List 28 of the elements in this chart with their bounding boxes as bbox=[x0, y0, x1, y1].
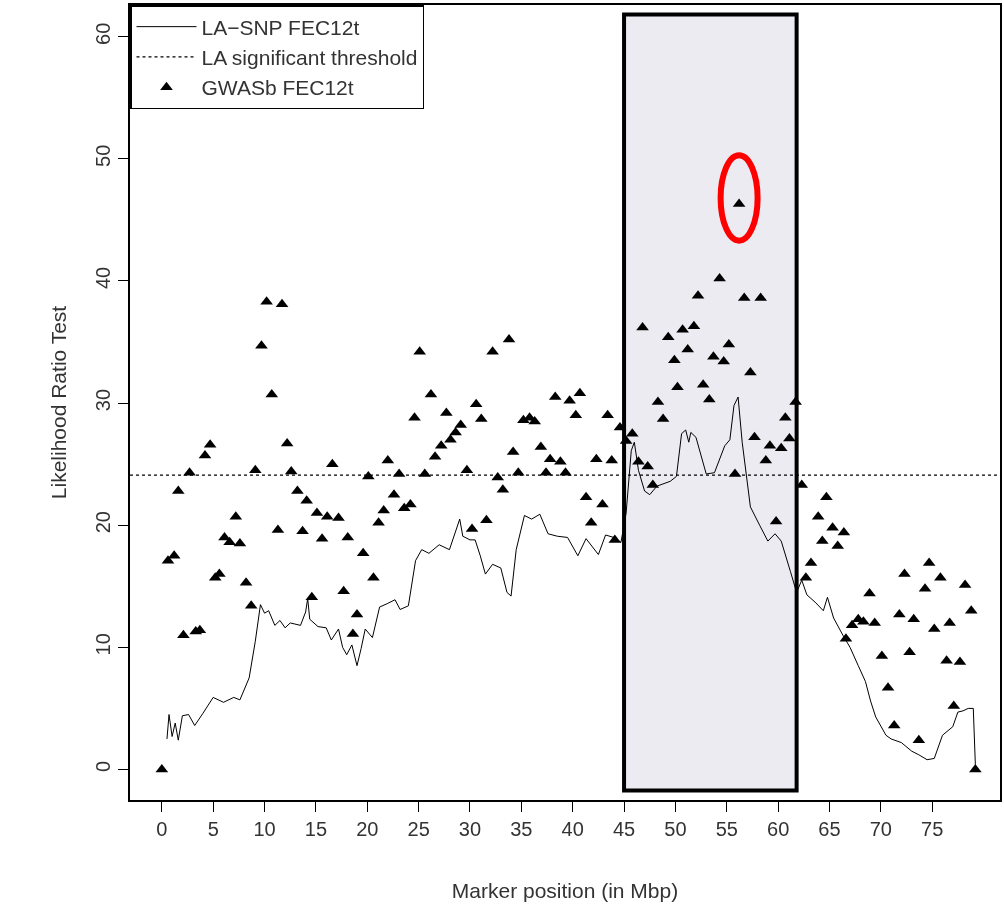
x-axis-title: Marker position (in Mbp) bbox=[451, 879, 679, 903]
y-tick-label: 0 bbox=[92, 760, 115, 773]
x-tick-label: 25 bbox=[407, 817, 430, 840]
x-tick-label: 35 bbox=[510, 817, 533, 840]
x-tick-label: 60 bbox=[767, 817, 790, 840]
y-tick-label: 10 bbox=[92, 633, 115, 656]
y-tick-label: 20 bbox=[92, 511, 115, 534]
x-tick-label: 65 bbox=[818, 817, 841, 840]
legend-label: LA−SNP FEC12t bbox=[201, 15, 360, 39]
x-tick-label: 45 bbox=[612, 817, 636, 840]
x-tick-label: 75 bbox=[921, 817, 944, 840]
x-tick-label: 0 bbox=[156, 817, 168, 840]
x-tick-label: 30 bbox=[458, 817, 482, 840]
y-tick-label: 40 bbox=[92, 266, 115, 290]
x-tick-label: 5 bbox=[207, 817, 219, 840]
x-tick-label: 10 bbox=[253, 817, 276, 840]
x-tick-label: 20 bbox=[356, 817, 379, 840]
y-axis-title: Likelihood Ratio Test bbox=[46, 305, 70, 500]
y-tick-label: 30 bbox=[92, 388, 115, 412]
y-tick-label: 60 bbox=[92, 22, 115, 45]
x-tick-label: 40 bbox=[561, 817, 584, 840]
legend-label: LA significant threshold bbox=[201, 46, 418, 70]
x-tick-label: 70 bbox=[869, 817, 892, 840]
x-tick-label: 50 bbox=[664, 817, 687, 840]
x-tick-label: 55 bbox=[715, 817, 738, 840]
legend-label: GWASb FEC12t bbox=[201, 76, 354, 100]
y-tick-label: 50 bbox=[92, 144, 115, 167]
x-tick-label: 15 bbox=[304, 817, 328, 840]
